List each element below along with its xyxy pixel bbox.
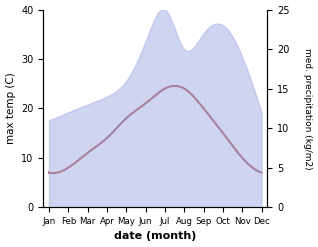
Y-axis label: max temp (C): max temp (C) [5,72,16,144]
X-axis label: date (month): date (month) [114,231,197,242]
Y-axis label: med. precipitation (kg/m2): med. precipitation (kg/m2) [303,48,313,169]
